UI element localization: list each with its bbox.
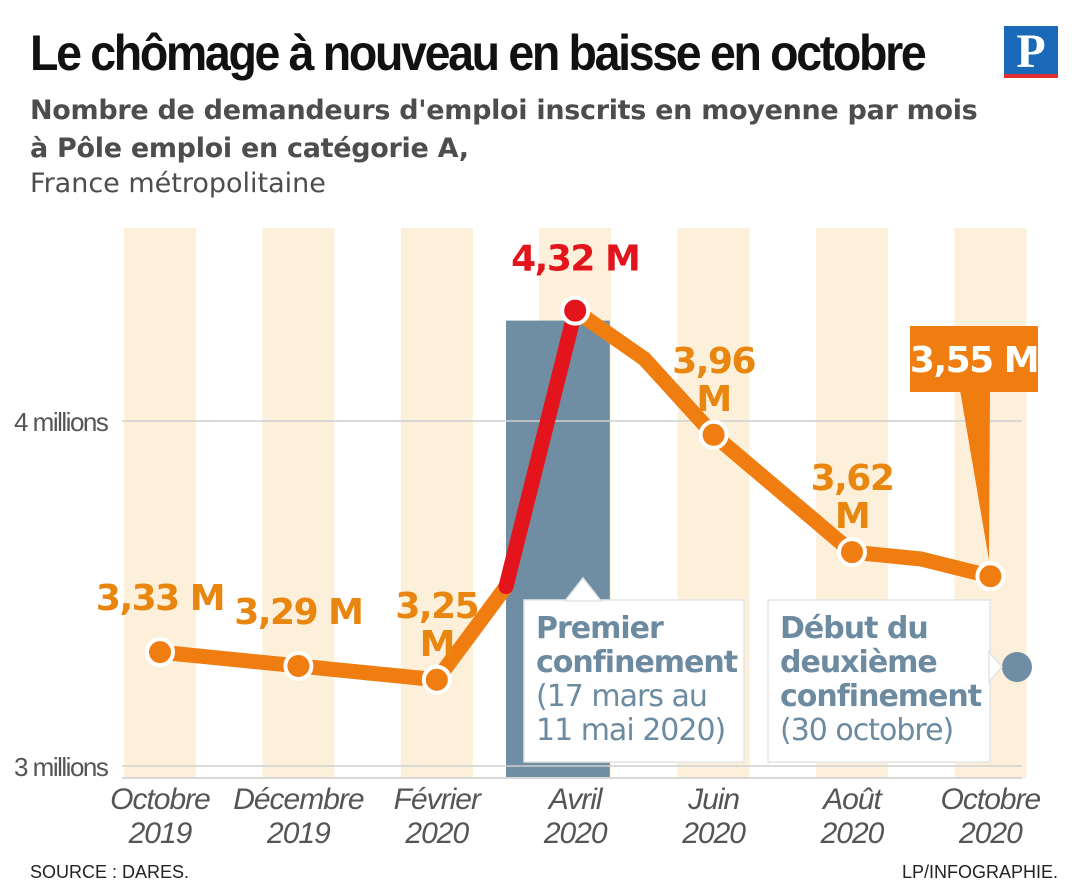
band-1 [262, 228, 335, 778]
annotation-pointer [988, 649, 1003, 685]
data-label: 3,29 M [234, 592, 362, 633]
x-tick-year: 2019 [128, 817, 193, 850]
x-tick-year: 2020 [681, 817, 746, 850]
series-segment-7 [636, 351, 722, 443]
annotation-normal-line: (17 mars au [536, 679, 707, 714]
x-tick-month: Décembre [233, 783, 364, 816]
series-segment-8 [706, 427, 791, 501]
x-tick-month: Juin [687, 783, 739, 816]
second-lockdown-dot [1002, 652, 1032, 682]
annotation-normal-line: (30 octobre) [780, 713, 953, 748]
parisien-logo: P [1004, 26, 1058, 78]
marker [421, 664, 452, 695]
data-point-3: 4,32 M [511, 239, 641, 326]
annotation-bold-line: Début du [780, 611, 928, 646]
x-tick-month: Août [821, 783, 883, 816]
data-label: M [420, 624, 454, 665]
data-label: M [835, 496, 869, 537]
x-tick-year: 2020 [820, 817, 885, 850]
annotation-bold-line: confinement [536, 645, 738, 680]
x-tick-year: 2020 [543, 817, 608, 850]
data-point-0: 3,33 M [96, 578, 226, 668]
annotation-box [767, 599, 991, 763]
annotation-bold-line: deuxième [780, 645, 937, 680]
y-tick-label: 3 millions [14, 752, 109, 782]
marker [837, 537, 867, 568]
callout-box [910, 326, 1038, 392]
data-label: 4,32 M [511, 239, 639, 280]
x-tick-month: Octobre [941, 783, 1041, 816]
data-point-2: 3,25M [395, 586, 480, 695]
marker [283, 650, 314, 681]
series-segment-4 [429, 579, 514, 688]
data-label: 3,33 M [96, 578, 224, 619]
x-tick-month: Février [394, 783, 482, 816]
credit-note: LP/INFOGRAPHIE. [901, 862, 1058, 882]
data-label: 3,96 [672, 341, 755, 382]
x-tick-month: Octobre [110, 783, 210, 816]
data-label: 3,25 [395, 586, 478, 627]
annotation-pointer [563, 576, 603, 602]
band-2 [400, 228, 473, 778]
annotation-bold-line: confinement [780, 679, 982, 714]
x-tick-year: 2020 [958, 817, 1023, 850]
data-label: M [696, 379, 730, 420]
data-point-5: 3,62M [811, 458, 895, 568]
data-point-6: 3,55 M [910, 326, 1040, 592]
chart-subtitle-region: France métropolitaine [30, 168, 326, 199]
data-point-1: 3,29 M [234, 592, 364, 681]
data-label: 3,62 [811, 458, 894, 499]
y-tick-label: 4 millions [14, 407, 109, 437]
annotation-bold-line: Premier [536, 611, 664, 646]
marker [975, 561, 1006, 592]
annotation-normal-line: 11 mai 2020) [536, 713, 725, 748]
marker [698, 419, 729, 450]
chart-title: Le chômage à nouveau en baisse en octobr… [30, 25, 927, 81]
chart-subtitle: Nombre de demandeurs d'emploi inscrits e… [30, 95, 978, 164]
band-0 [124, 228, 196, 778]
source-note: SOURCE : DARES. [30, 862, 190, 882]
x-tick-year: 2019 [266, 817, 331, 850]
data-point-4: 3,96M [672, 341, 757, 450]
x-tick-year: 2020 [404, 817, 469, 850]
series-segment-9 [775, 485, 860, 560]
callout-pointer [960, 390, 990, 561]
marker [145, 637, 175, 668]
data-label: 3,55 M [910, 340, 1038, 381]
x-tick-month: Avril [547, 783, 604, 816]
annotation-box [523, 599, 745, 763]
marker [560, 295, 591, 326]
series-segment-5 [498, 303, 583, 595]
